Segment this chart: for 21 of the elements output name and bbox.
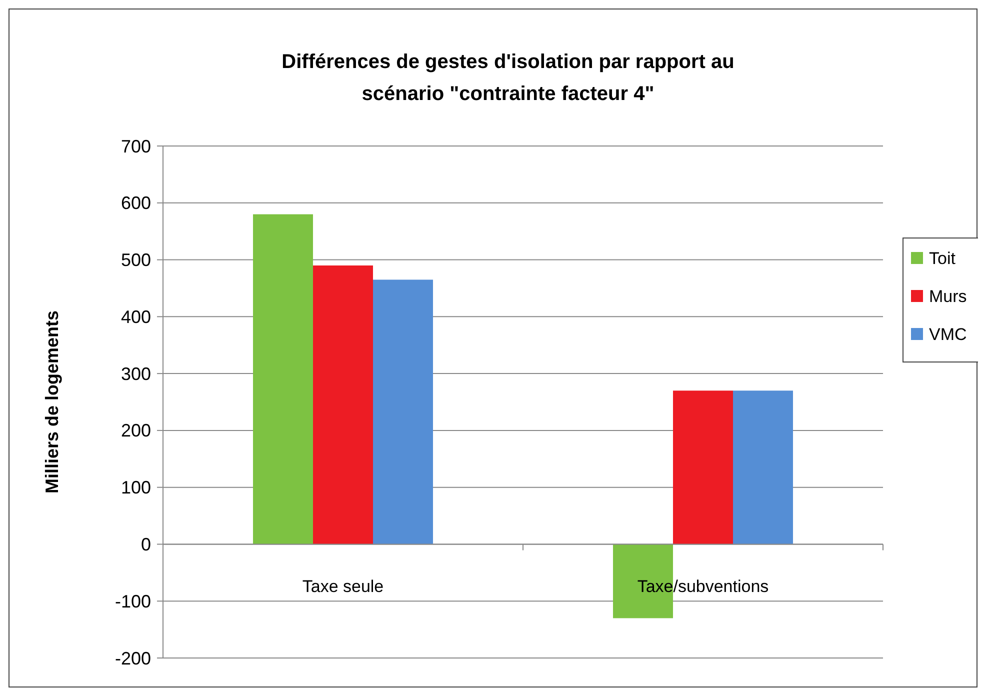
bar — [313, 265, 373, 544]
legend-label: Murs — [929, 286, 967, 306]
y-axis-title: Milliers de logements — [42, 310, 62, 494]
y-tick-label: 700 — [120, 136, 151, 156]
bar — [253, 214, 313, 544]
bar — [373, 280, 433, 544]
y-tick-label: 100 — [120, 478, 151, 498]
x-tick-label: Taxe seule — [302, 577, 384, 596]
y-tick-label: 500 — [120, 250, 151, 270]
bar — [733, 390, 793, 544]
y-tick-label: -200 — [114, 648, 151, 668]
y-tick-label: -100 — [114, 591, 151, 612]
y-tick-label: 0 — [140, 534, 151, 555]
y-tick-label: 400 — [120, 306, 151, 327]
y-tick-label: 600 — [120, 193, 151, 214]
chart-title: Différences de gestes d'isolation par rapport au scénario "contrainte facteur 4" — [282, 51, 734, 105]
y-tick-label: 300 — [120, 364, 151, 384]
bar — [673, 390, 733, 544]
y-tick-label: 200 — [120, 420, 151, 441]
legend-label: VMC — [929, 324, 967, 344]
legend-label: Toit — [929, 248, 956, 268]
